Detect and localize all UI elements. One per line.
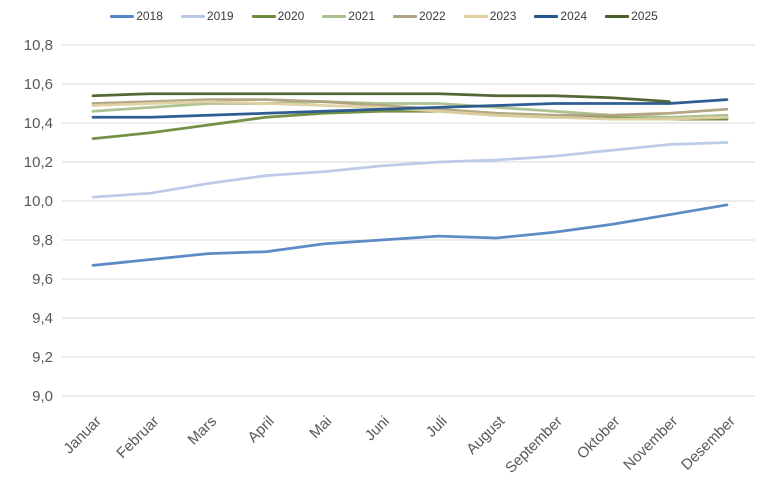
x-axis-tick-label: Juni: [362, 413, 393, 444]
series-line-2025[interactable]: [91, 92, 671, 103]
legend-label: 2025: [631, 9, 658, 23]
x-axis-tick-label: Juli: [423, 413, 451, 441]
legend-swatch-icon: [180, 14, 205, 18]
x-axis-tick-label: August: [463, 412, 509, 458]
chart-legend: 2018 2019 2020 2021 2022 2023 2024 2025: [0, 10, 768, 22]
x-axis-tick-label: Oktober: [574, 413, 624, 463]
legend-swatch-icon: [393, 14, 417, 18]
x-axis-tick-label: Februar: [113, 413, 162, 462]
x-axis-tick-label: Januar: [60, 413, 104, 457]
legend-label: 2024: [560, 9, 588, 23]
legend-swatch-icon: [251, 14, 276, 18]
legend-item-2019[interactable]: 2019: [180, 9, 234, 23]
y-axis-tick-label: 9,0: [32, 388, 53, 405]
legend-item-2020[interactable]: 2020: [251, 9, 305, 23]
y-axis-tick-label: 10,4: [24, 115, 53, 132]
y-axis-tick-label: 9,8: [32, 232, 53, 249]
legend-swatch-icon: [605, 14, 630, 18]
legend-label: 2021: [348, 9, 375, 23]
y-axis-tick-label: 10,2: [24, 154, 53, 171]
legend-swatch-icon: [534, 14, 559, 18]
x-axis-tick-label: Mars: [185, 413, 221, 449]
x-axis-tick-label: April: [244, 413, 277, 446]
y-axis-tick-label: 10,6: [24, 76, 53, 93]
series-line-2020[interactable]: [91, 109, 729, 140]
y-axis-tick-label: 10,0: [24, 193, 53, 210]
legend-label: 2020: [277, 9, 305, 23]
legend-label: 2023: [489, 9, 517, 23]
legend-item-2023[interactable]: 2023: [463, 9, 517, 23]
series-line-2019[interactable]: [91, 141, 729, 199]
legend-label: 2018: [136, 9, 163, 23]
x-axis-tick-label: Desember: [678, 413, 739, 474]
legend-item-2024[interactable]: 2024: [534, 10, 587, 22]
y-axis-tick-label: 9,6: [32, 271, 53, 288]
legend-swatch-icon: [463, 14, 488, 18]
legend-label: 2022: [419, 9, 446, 23]
x-axis-tick-label: September: [502, 413, 566, 477]
series-line-2024[interactable]: [91, 98, 729, 119]
series-line-2018[interactable]: [91, 203, 729, 267]
x-axis-tick-label: Mai: [306, 413, 335, 442]
legend-swatch-icon: [322, 14, 347, 18]
legend-item-2021[interactable]: 2021: [322, 10, 375, 22]
legend-item-2025[interactable]: 2025: [605, 10, 658, 22]
legend-swatch-icon: [110, 14, 135, 18]
x-axis-tick-label: November: [620, 413, 681, 474]
legend-label: 2019: [206, 9, 234, 23]
y-axis-tick-label: 9,2: [32, 349, 53, 366]
y-axis-tick-label: 9,4: [32, 310, 53, 327]
legend-item-2022[interactable]: 2022: [393, 10, 446, 22]
legend-item-2018[interactable]: 2018: [110, 10, 163, 22]
y-axis-tick-label: 10,8: [24, 37, 53, 54]
